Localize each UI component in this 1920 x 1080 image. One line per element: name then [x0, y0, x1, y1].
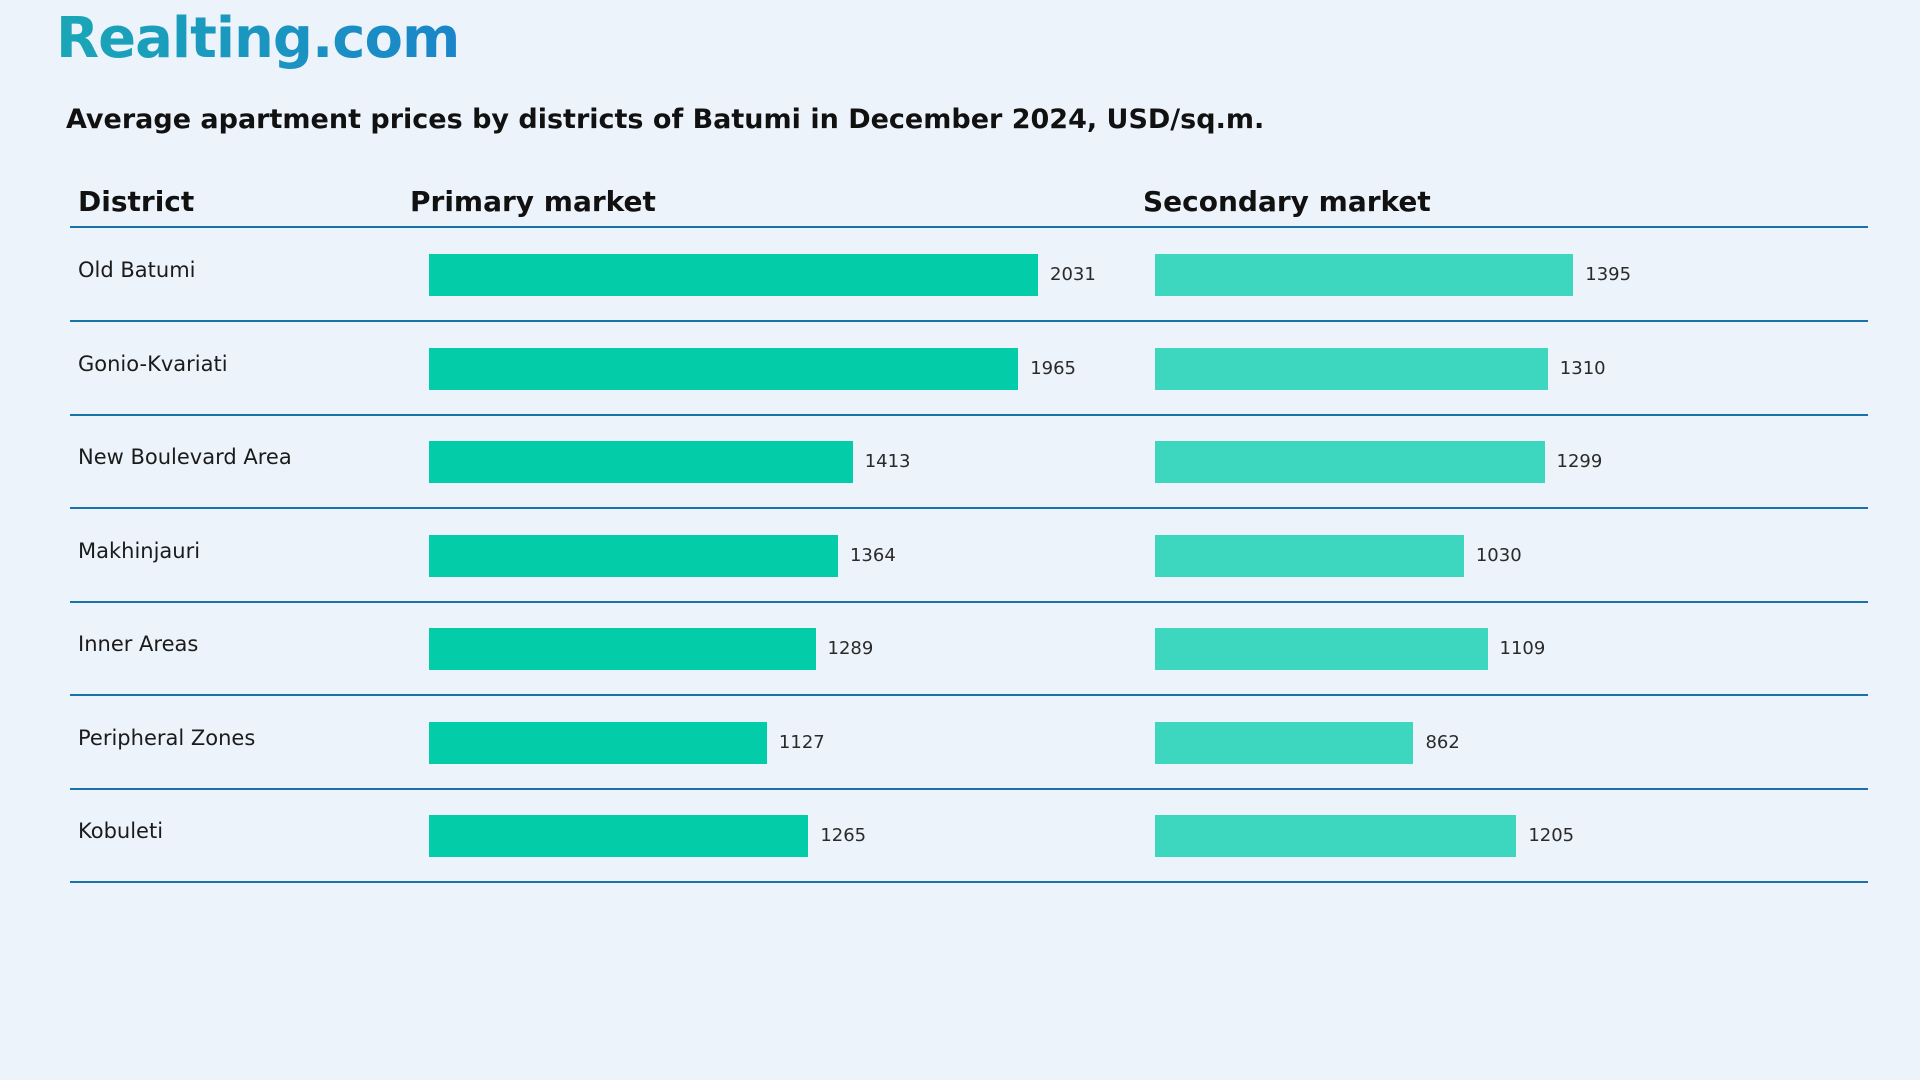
- secondary-market-value-label: 862: [1425, 731, 1460, 753]
- district-label: Kobuleti: [78, 819, 164, 843]
- primary-market-value-label: 1289: [827, 638, 874, 659]
- district-label: Gonio-Kvariati: [78, 351, 228, 376]
- secondary-market-bar: [1155, 534, 1464, 577]
- primary-market-bar: [429, 347, 1019, 390]
- secondary-market-value-label: 1109: [1499, 638, 1546, 659]
- primary-market-bar: [429, 441, 853, 483]
- primary-market-value-label: 1364: [849, 544, 896, 566]
- secondary-market-value-label: 1205: [1528, 825, 1575, 846]
- district-label: Peripheral Zones: [78, 725, 256, 750]
- row-divider: [70, 507, 1868, 509]
- primary-market-bar: [429, 534, 838, 577]
- header-primary-market: Primary market: [410, 185, 656, 218]
- row-divider: [70, 694, 1868, 696]
- secondary-market-bar: [1155, 254, 1574, 296]
- row-divider: [70, 787, 1868, 790]
- primary-market-bar: [429, 628, 816, 670]
- secondary-market-bar: [1155, 721, 1414, 764]
- district-label: Inner Areas: [78, 632, 199, 656]
- row-divider: [70, 413, 1868, 416]
- primary-market-bar: [429, 721, 767, 764]
- header-divider: [70, 226, 1868, 228]
- table-row: Kobuleti 1265 1205: [70, 789, 1868, 883]
- secondary-market-value-label: 1395: [1585, 264, 1632, 285]
- header-district: District: [78, 185, 195, 218]
- chart-title: Average apartment prices by districts of…: [66, 104, 1265, 135]
- primary-market-value-label: 1265: [820, 825, 867, 846]
- row-divider: [70, 881, 1868, 883]
- table-row: Inner Areas 1289 1109: [70, 602, 1868, 696]
- district-label: Old Batumi: [78, 258, 196, 282]
- primary-market-value-label: 1965: [1030, 357, 1077, 379]
- secondary-market-value-label: 1299: [1556, 451, 1603, 472]
- table-row: Gonio-Kvariati 1965 1310: [70, 322, 1868, 416]
- primary-market-value-label: 1127: [778, 731, 825, 753]
- realting-logo: Realting.com: [56, 6, 460, 71]
- secondary-market-bar: [1155, 815, 1517, 857]
- district-label: Makhinjauri: [78, 538, 201, 563]
- secondary-market-bar: [1155, 347, 1548, 390]
- primary-market-value-label: 1413: [864, 451, 911, 472]
- primary-market-bar: [429, 254, 1038, 296]
- primary-market-bar: [429, 815, 809, 857]
- table-row: Old Batumi 2031 1395: [70, 228, 1868, 322]
- header-secondary-market: Secondary market: [1143, 185, 1431, 218]
- secondary-market-value-label: 1030: [1475, 544, 1522, 566]
- secondary-market-bar: [1155, 441, 1545, 483]
- table-row: New Boulevard Area 1413 1299: [70, 415, 1868, 509]
- table-row: Makhinjauri 1364 1030: [70, 509, 1868, 603]
- secondary-market-bar: [1155, 628, 1488, 670]
- district-label: New Boulevard Area: [78, 445, 292, 469]
- row-divider: [70, 600, 1868, 603]
- row-divider: [70, 320, 1868, 322]
- primary-market-value-label: 2031: [1050, 264, 1096, 285]
- table-row: Peripheral Zones 1127 862: [70, 696, 1868, 790]
- secondary-market-value-label: 1310: [1559, 357, 1606, 379]
